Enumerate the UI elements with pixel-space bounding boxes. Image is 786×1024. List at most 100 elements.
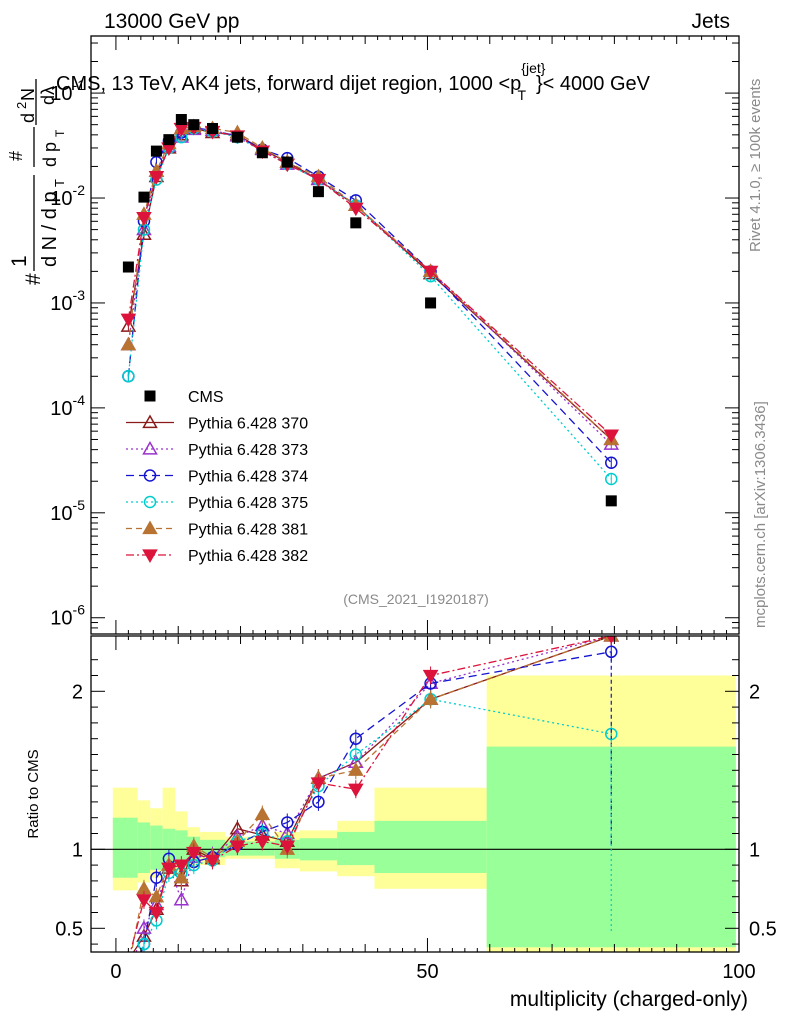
- ratio-point: [137, 937, 151, 951]
- ratio-point: [161, 862, 177, 877]
- ratio-point: [150, 871, 163, 884]
- series-point: [120, 313, 137, 328]
- legend-label: Pythia 6.428 370: [188, 416, 308, 433]
- svg-text:T: T: [53, 129, 67, 137]
- ratio-point: [173, 859, 190, 874]
- header-jets-label: Jets: [691, 10, 730, 33]
- legend-marker: [143, 469, 157, 482]
- data-point: [150, 145, 162, 157]
- legend-marker: [142, 440, 158, 455]
- data-point: [312, 186, 324, 198]
- ratio-y-tick-label-left: 2: [72, 681, 83, 703]
- legend-label: Pythia 6.428 373: [188, 442, 308, 459]
- ratio-line-5: [130, 636, 612, 952]
- ratio-point: [348, 783, 364, 798]
- uncertainty-band-inner: [337, 831, 375, 866]
- uncertainty-band-inner: [137, 822, 151, 873]
- data-point: [175, 114, 187, 126]
- ratio-point: [173, 891, 190, 906]
- series-point: [605, 456, 618, 469]
- ratio-y-tick-label-left: 1: [72, 839, 83, 861]
- chart-title-end: }< 4000 GeV: [536, 73, 651, 95]
- ratio-point: [136, 894, 152, 908]
- series-line-3: [127, 126, 612, 464]
- svg-text:T: T: [52, 179, 67, 187]
- series-point: [120, 336, 137, 351]
- ratio-y-tick-label-right: 1: [749, 839, 760, 861]
- legend-label-cms: CMS: [188, 389, 224, 406]
- legend: CMS Pythia 6.428 370 Pythia 6.428 373 Pythi…: [126, 389, 308, 565]
- legend-marker: [142, 520, 158, 535]
- ratio-point: [122, 961, 135, 972]
- series-line-5: [127, 125, 612, 440]
- chart-title-main: CMS, 13 TeV, AK4 jets, forward dijet reg…: [56, 73, 521, 95]
- data-point: [281, 156, 293, 168]
- ratio-line-2: [135, 636, 612, 952]
- legend-label: Pythia 6.428 381: [188, 522, 308, 539]
- data-point: [425, 297, 437, 309]
- series-point: [310, 173, 327, 188]
- ratio-point: [279, 840, 296, 855]
- ratio-point: [422, 669, 439, 684]
- ratio-point: [173, 869, 190, 884]
- svg-text:N: N: [18, 88, 38, 101]
- data-point: [207, 122, 218, 134]
- legend-marker: [143, 495, 157, 509]
- svg-text:#: #: [22, 273, 45, 285]
- chart-title: CMS, 13 TeV, AK4 jets, forward dijet reg…: [56, 60, 651, 103]
- ratio-point: [122, 955, 135, 966]
- ratio-point: [254, 806, 271, 821]
- header-energy-label: 13000 GeV pp: [104, 10, 239, 33]
- ratio-point: [281, 816, 294, 829]
- ratio-point: [148, 888, 165, 903]
- ratio-point: [148, 906, 165, 921]
- data-point: [122, 261, 134, 273]
- y-tick-label: 10-5: [50, 497, 85, 525]
- legend-label: Pythia 6.428 374: [188, 469, 308, 486]
- ratio-point: [123, 986, 134, 997]
- svg-text:2: 2: [14, 102, 29, 109]
- legend-label: Pythia 6.428 375: [188, 495, 308, 512]
- ratio-point: [128, 951, 129, 952]
- ratio-point: [123, 986, 134, 997]
- uncertainty-band-inner: [175, 830, 188, 866]
- series-point: [136, 212, 152, 226]
- ratio-y-tick-label-right: 2: [749, 681, 760, 703]
- ratio-point: [122, 969, 135, 980]
- svg-text:d: d: [18, 113, 38, 123]
- legend-marker-cms: [144, 390, 156, 402]
- series-point: [603, 429, 620, 444]
- ratio-point: [310, 777, 327, 791]
- x-tick-label: 0: [110, 961, 121, 983]
- x-axis-label: multiplicity (charged-only): [510, 988, 748, 1011]
- ratio-point: [186, 846, 202, 861]
- ratio-line-3: [140, 651, 612, 952]
- ratio-point: [348, 762, 364, 776]
- ratio-point: [254, 835, 271, 850]
- data-point: [350, 217, 362, 229]
- series-point: [122, 370, 135, 383]
- svg-text:d p: d p: [40, 142, 60, 167]
- chart-title-sup: {jet}: [521, 60, 545, 76]
- legend-marker: [142, 549, 158, 564]
- svg-text:dλ: dλ: [38, 86, 58, 105]
- mcplots-label: mcplots.cern.ch [arXiv:1306.3436]: [752, 401, 769, 628]
- ratio-point: [312, 795, 325, 809]
- series-point: [348, 202, 364, 217]
- uncertainty-band-inner: [150, 825, 163, 870]
- series-point: [120, 318, 137, 332]
- ratio-point: [229, 840, 246, 855]
- data-point: [163, 134, 175, 146]
- y-axis-label: # 1 d N / d p T # d p T d 2 N dλ: [6, 79, 67, 285]
- ratio-point: [204, 854, 221, 869]
- ratio-y-tick-label-left: 0.5: [55, 918, 83, 940]
- y-tick-label: 10-1: [50, 77, 85, 105]
- ratio-point: [349, 732, 363, 745]
- uncertainty-band-inner: [374, 820, 487, 873]
- ratio-line-4: [140, 698, 612, 952]
- data-point: [256, 147, 268, 159]
- uncertainty-band-inner: [162, 828, 176, 869]
- data-point: [231, 131, 243, 143]
- svg-text:1: 1: [8, 255, 31, 267]
- analysis-watermark: (CMS_2021_I1920187): [343, 591, 489, 607]
